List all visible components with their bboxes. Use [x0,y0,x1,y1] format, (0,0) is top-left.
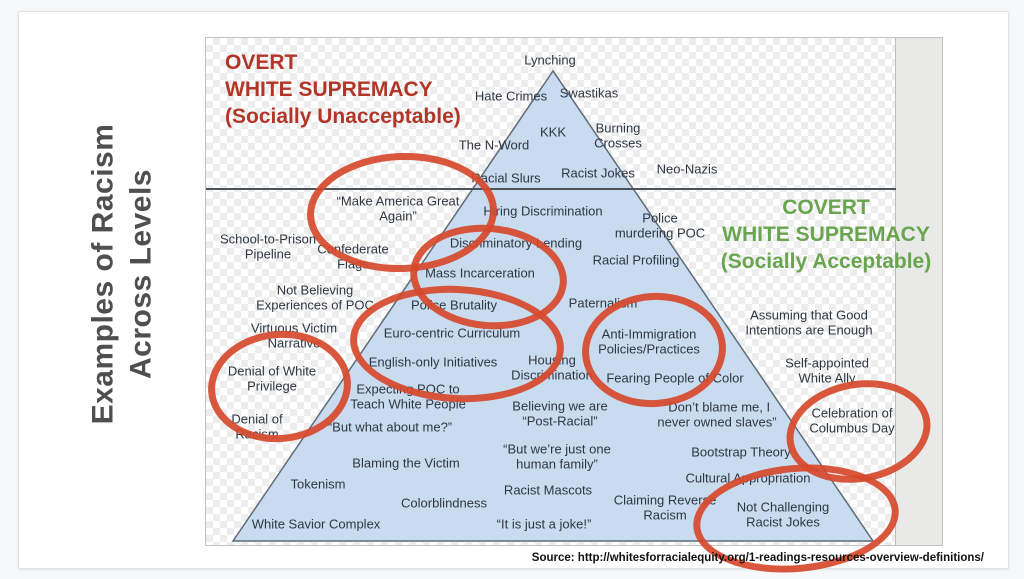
pyramid-label: Racial Profiling [592,252,680,268]
pyramid-label: Claiming Reverse Racism [613,492,717,522]
pyramid-label: KKK [539,124,567,140]
pyramid-label: Hate Crimes [474,88,548,104]
pyramid-label: Hiring Discrimination [483,203,603,219]
pyramid-label: Anti-Immigration Policies/Practices [598,326,700,356]
pyramid-label: Blaming the Victim [352,455,460,471]
source-citation: Source: http://whitesforracialequity.org… [531,552,984,564]
pyramid-label: Racial Slurs [471,170,541,186]
pyramid-label: “Make America Great Again” [336,193,460,223]
pyramid-labels: Lynching Hate Crimes Swastikas KKK Burning C… [206,38,942,545]
pyramid-label: Colorblindness [401,495,487,511]
pyramid-label: Police Brutality [411,297,497,313]
pyramid-label: Self-appointed White Ally [785,355,869,385]
pyramid-label: “It is just a joke!” [496,516,592,532]
pyramid-label: Bootstrap Theory [691,444,791,460]
pyramid-label: Denial of Racism [231,411,283,441]
pyramid-label: Cultural Appropriation [685,470,811,486]
pyramid-diagram: OVERT WHITE SUPREMACY (Socially Unaccept… [203,37,943,579]
pyramid-label: Assuming that Good Intentions are Enough [745,307,873,337]
pyramid-label: Racist Mascots [503,482,593,498]
pyramid-label: Burning Crosses [594,120,642,150]
pyramid-label: Swastikas [559,85,619,101]
pyramid-label: Lynching [524,52,576,68]
pyramid-label: The N-Word [458,137,530,153]
pyramid-label: Neo-Nazis [656,161,718,177]
pyramid-label: Not Challenging Racist Jokes [736,499,830,529]
pyramid-label: Mass Incarceration [425,265,535,281]
pyramid-label: Paternalism [568,295,638,311]
pyramid-label: English-only Initiatives [368,354,498,370]
slide-title: Examples of Racism Across Levels [86,123,158,425]
pyramid-label: Not Believing Experiences of POC [256,282,374,312]
pyramid-label: White Savior Complex [251,516,381,532]
pyramid-label: “Don’t blame me, I never owned slaves” [657,399,777,429]
pyramid-label: Believing we are “Post-Racial” [512,398,608,428]
pyramid-label: Virtuous Victim Narrative [250,320,338,350]
pyramid-label: Celebration of Columbus Day [809,405,895,435]
pyramid-label: School-to-Prison Pipeline [219,231,317,261]
pyramid-label: Police murdering POC [614,210,706,240]
pyramid-label: “But what about me?” [327,419,453,435]
pyramid-label: Discriminatory Lending [449,235,583,251]
image-gray-strip [895,38,942,545]
slide-card: Examples of Racism Across Levels OVERT W… [18,11,1009,579]
pyramid-label: Tokenism [290,476,346,492]
pyramid-label: Confederate Flags [317,241,389,271]
pyramid-label: Racist Jokes [561,165,635,181]
overt-heading-line1: OVERT [225,51,298,74]
pyramid-label: Housing Discrimination [511,352,593,382]
pyramid-label: Fearing People of Color [606,370,744,386]
pyramid-label: Denial of White Privilege [227,363,317,393]
pyramid-label: “But we’re just one human family” [503,441,611,471]
pyramid-label: Expecting POC to Teach White People [350,381,466,411]
pyramid-label: Euro-centric Curriculum [383,325,521,341]
